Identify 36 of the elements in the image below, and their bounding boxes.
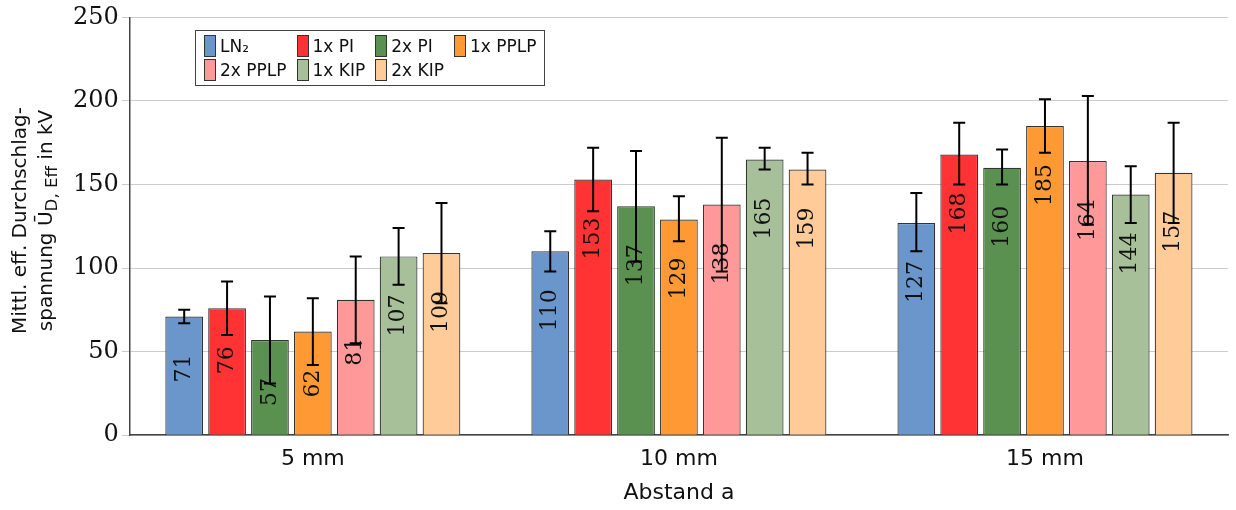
data-label: 109 [427, 291, 453, 334]
legend-label: 1x KIP [312, 60, 366, 80]
data-label: 71 [169, 354, 195, 383]
data-label: 62 [298, 369, 324, 398]
legend-label: 1x PI [312, 36, 355, 56]
y-tick-label: 150 [73, 168, 119, 197]
data-label: 144 [1116, 232, 1142, 275]
data-label: 76 [212, 346, 238, 375]
x-axis-title: Abstand a [623, 478, 735, 504]
y-tick-label: 50 [88, 335, 119, 364]
legend-label: LN₂ [220, 36, 250, 56]
data-label: 129 [664, 257, 690, 300]
x-tick-label: 10 mm [639, 445, 718, 471]
data-label: 81 [341, 337, 367, 366]
y-tick-label: 250 [73, 1, 119, 30]
legend-label: 2x PPLP [220, 60, 287, 80]
legend-label: 2x PI [391, 36, 433, 56]
legend-label: 2x KIP [391, 60, 444, 80]
y-tick-label: 0 [103, 419, 119, 448]
data-label: 110 [535, 289, 561, 332]
data-label: 165 [750, 197, 776, 240]
data-label: 57 [255, 377, 281, 406]
legend-label: 1x PPLP [469, 36, 537, 56]
x-tick-label: 5 mm [280, 445, 345, 471]
data-label: 153 [578, 217, 604, 260]
x-tick-label: 15 mm [1006, 445, 1084, 471]
data-label: 159 [793, 207, 819, 250]
data-label: 157 [1159, 210, 1185, 253]
y-tick-label: 100 [73, 252, 119, 281]
data-label: 168 [944, 192, 970, 235]
data-label: 160 [987, 205, 1013, 248]
data-label: 127 [902, 260, 928, 303]
data-label: 107 [384, 294, 410, 337]
data-label: 185 [1030, 164, 1056, 207]
data-label: 138 [707, 242, 733, 285]
y-tick-label: 200 [73, 85, 119, 114]
